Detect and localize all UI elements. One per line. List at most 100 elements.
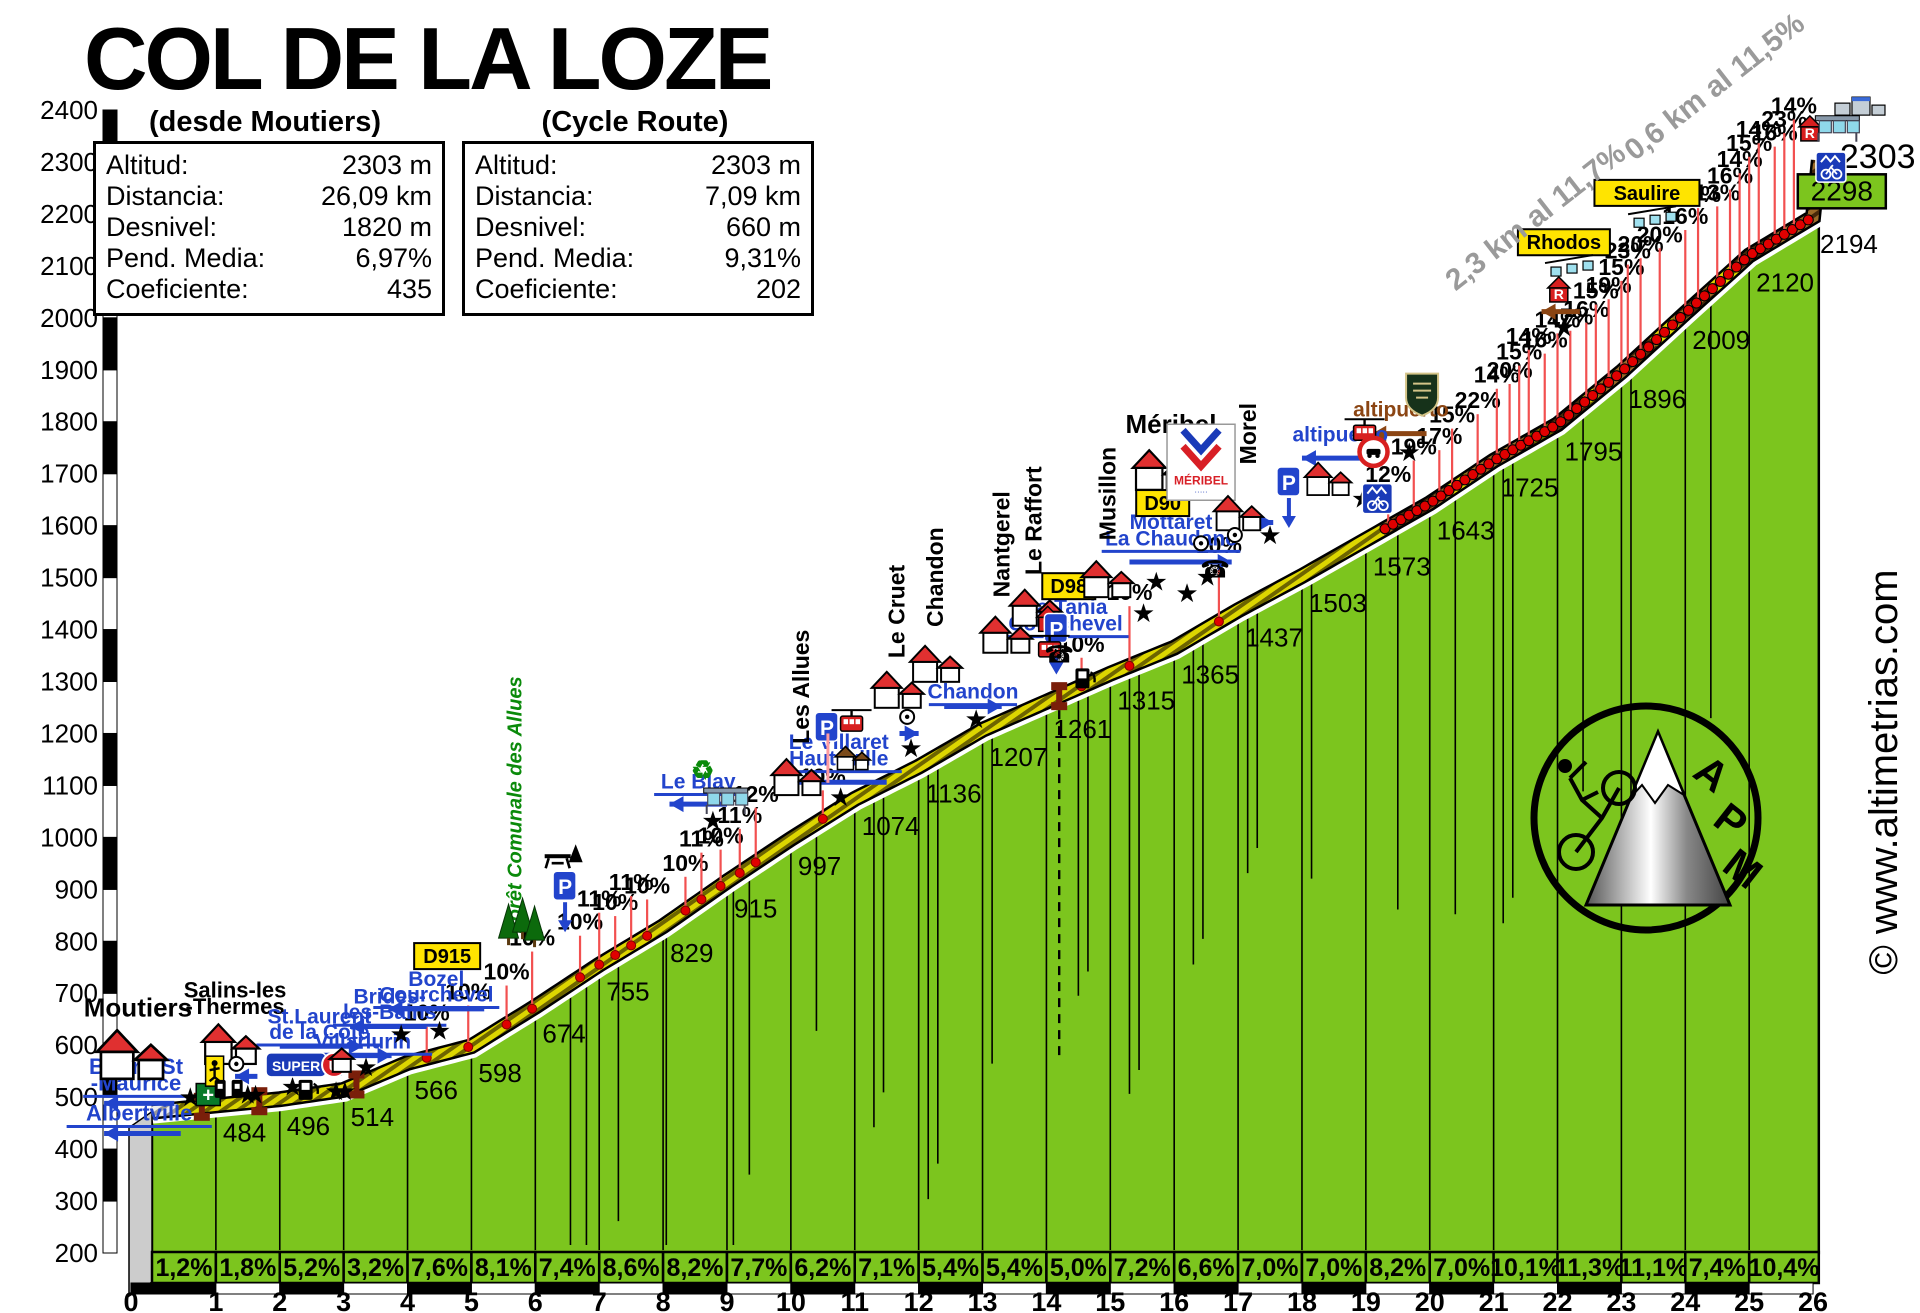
bridge-part [198, 1099, 205, 1114]
altitude-label: 496 [287, 1111, 330, 1141]
sign-glyph: + [202, 1085, 214, 1107]
y-axis-bar-segment [102, 421, 118, 475]
road-dot [1794, 219, 1806, 231]
houses-icon [1302, 461, 1354, 496]
altitude-label: 1437 [1245, 622, 1303, 652]
gradient-marker-label: 16% [1563, 296, 1609, 322]
tree-trunk [521, 932, 525, 940]
gradient-cell-label: 7,0% [1242, 1254, 1299, 1282]
gradient-marker-dot [527, 1003, 538, 1014]
y-axis-bar-segment [102, 317, 118, 371]
info-value: 2303 m [710, 150, 801, 180]
building-roof [1851, 97, 1870, 102]
house-body [1083, 576, 1110, 599]
route-arrow-head [104, 1095, 119, 1112]
km-ruler-segment [662, 1282, 728, 1295]
gradient-marker-label: 23% [1761, 106, 1807, 132]
x-axis-tick-label: 12 [904, 1287, 934, 1313]
x-axis-tick-label: 14 [1031, 1287, 1061, 1313]
y-axis-tick-label: 1300 [40, 667, 98, 697]
house-body [1011, 604, 1038, 627]
inner [234, 1061, 239, 1067]
gondola-icon [1029, 634, 1070, 658]
gradient-cell-label: 8,2% [1369, 1254, 1426, 1282]
x-axis-tick-label: 13 [968, 1287, 998, 1313]
lift-chair [1582, 260, 1594, 271]
altitude-label: 1573 [1373, 552, 1431, 582]
payphones-icon [214, 1079, 243, 1098]
star-icon: ★ [324, 1076, 347, 1106]
place-label: Courchevel [379, 984, 493, 1007]
parking-icon: P [552, 870, 577, 933]
gradient-marker-label: 10% [624, 872, 670, 898]
place-label: Villarlurin [315, 1030, 411, 1053]
parking-p: P [558, 876, 572, 899]
star-icon: ★ [333, 1076, 356, 1106]
star-icon: ★ [1175, 578, 1198, 608]
road-dot [1802, 214, 1814, 226]
bike-sign-icon [1361, 482, 1394, 515]
place-label: Chandon [927, 681, 1018, 704]
y-axis-tick-label: 2300 [40, 147, 98, 177]
gradient-cell-label: 11,1% [1619, 1254, 1689, 1282]
gradient-cell-label: 7,1% [858, 1254, 915, 1282]
place-label: Salins-les [184, 977, 287, 1002]
altitude-label: 829 [670, 938, 713, 968]
altitude-label: 1365 [1181, 660, 1239, 690]
info-row: Altitud: 2303 m [106, 150, 432, 181]
altitude-label: 1207 [990, 742, 1048, 772]
fuel-icon [1075, 668, 1096, 689]
road-dot [1730, 261, 1742, 273]
apm-logo [1530, 702, 1762, 934]
place-label: Le Villaret [789, 731, 889, 754]
house-roof [1106, 570, 1136, 585]
gradient-marker-label: 20% [1618, 231, 1664, 257]
gradient-marker-label: 11% [577, 886, 622, 912]
bus-shelter-icon [1814, 115, 1860, 142]
pump-hose [313, 1082, 319, 1095]
shelter-roof [1814, 115, 1860, 122]
house-roof [769, 757, 804, 777]
x-axis-tick-label: 18 [1287, 1287, 1317, 1313]
km-ruler-segment [215, 1282, 281, 1295]
shelter-panel [707, 792, 721, 806]
road-dot [1483, 458, 1495, 470]
road-dot [1643, 341, 1655, 353]
cyclist-frame [1568, 760, 1621, 854]
gradient-cell-label: 5,0% [1050, 1254, 1107, 1282]
lift-chair [1633, 217, 1645, 228]
houses-icon [769, 757, 826, 797]
base-wedge [128, 1110, 153, 1298]
star-icon: ★ [899, 733, 922, 763]
superu-text: SUPER [272, 1058, 320, 1074]
road-dot [1555, 416, 1567, 428]
x-axis-tick-label: 23 [1606, 1287, 1636, 1313]
house-small-icon [327, 1047, 357, 1073]
info-row: Coeficiente: 435 [106, 274, 432, 305]
shelter-panel [1818, 120, 1832, 134]
info-value: 26,09 km [320, 181, 432, 211]
road-badge [1593, 178, 1701, 207]
info-value: 660 m [725, 212, 801, 242]
houses-icon [907, 644, 965, 683]
info-label: Distancia: [475, 181, 594, 211]
phone-icon: ☎ [1200, 556, 1230, 583]
gradient-cell-label: 7,4% [539, 1254, 596, 1282]
road-dot [1706, 283, 1718, 295]
altitude-label: 915 [734, 894, 777, 924]
shelter-panel [1846, 120, 1860, 134]
km-ruler-segment [407, 1282, 472, 1295]
parking-icon: P [814, 711, 839, 742]
route-arrow-head [104, 1125, 119, 1142]
car-wheel [1375, 453, 1380, 459]
star-icon: ★ [829, 782, 852, 812]
altitude-label: 1795 [1565, 436, 1623, 466]
x-axis-tick-label: 25 [1734, 1287, 1764, 1313]
bridge-part [193, 1112, 210, 1121]
y-axis-tick-label: 1500 [40, 563, 98, 593]
info-label: Altitud: [475, 150, 558, 180]
altitude-label: 484 [223, 1117, 266, 1147]
house-body [940, 666, 961, 683]
house-roof [1130, 448, 1169, 469]
gradient-cell [1172, 1250, 1240, 1285]
